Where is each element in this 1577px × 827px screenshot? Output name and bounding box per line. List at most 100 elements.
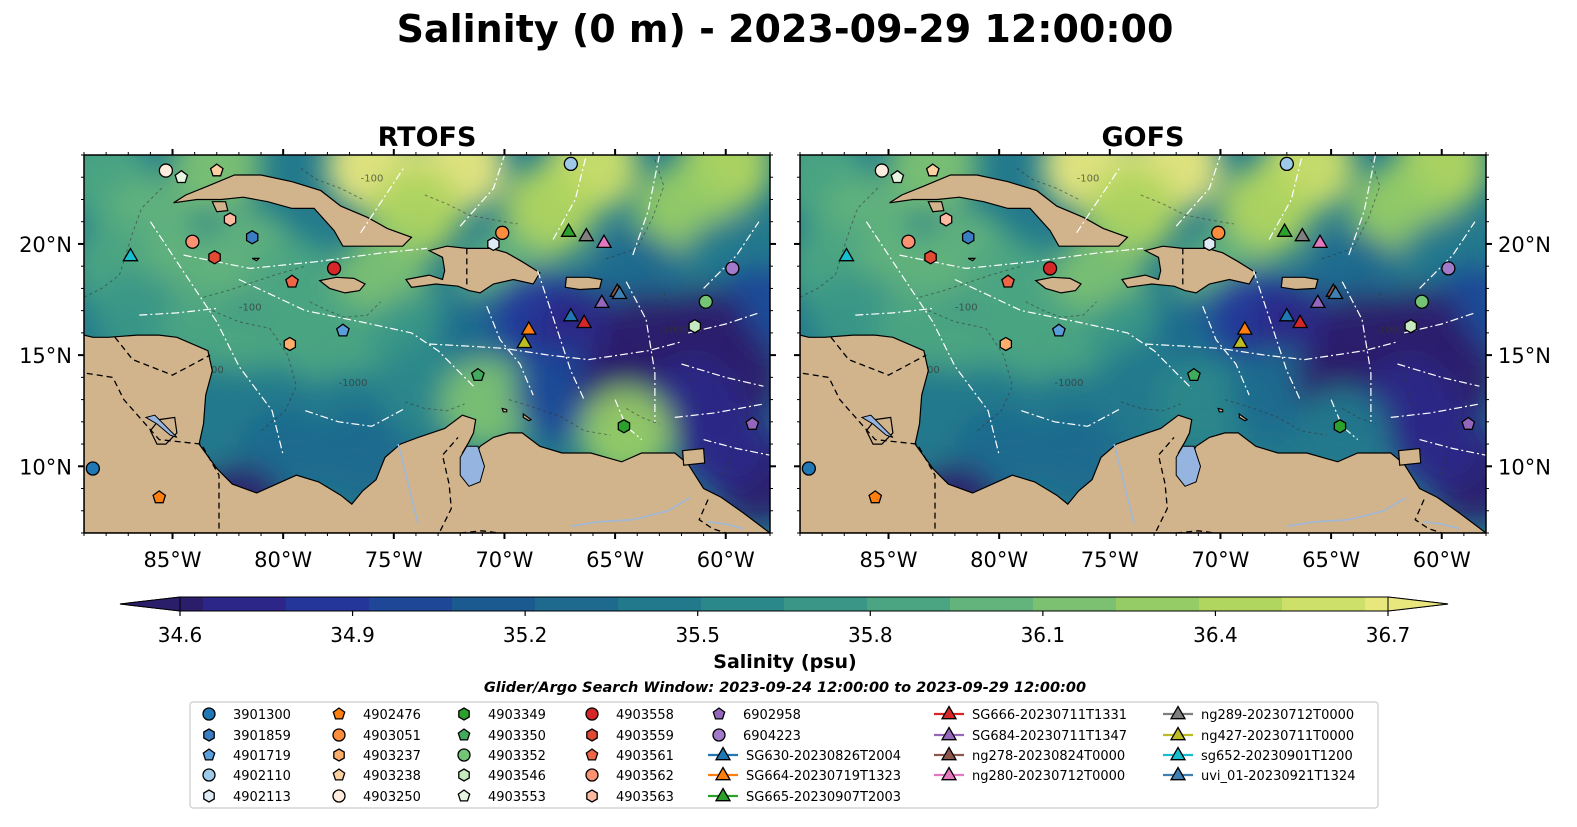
map-ticks: 85°W 80°W 75°W 70°W 65°W 60°W 10°N 15°N 20°N [19,149,776,572]
bathymetry-contour [508,399,611,436]
lake [1175,445,1202,487]
eez-boundary [632,155,660,256]
y-tick-label: 20°N [19,233,72,257]
marker-4903561 [1001,274,1015,288]
legend-marker [202,707,216,721]
legend-marker [457,728,471,741]
bathymetry-contour [424,194,518,225]
bathymetry-contour [1341,408,1376,425]
land-mass [564,276,603,291]
legend-label: 4903237 [363,749,421,764]
marker-4903237 [283,336,297,352]
marker-4902476 [152,490,167,504]
marker-4902113 [487,236,500,252]
marker-ng427-20230711T0000 [516,334,533,349]
marker-6904223 [1441,261,1456,276]
eez-boundary [149,221,284,456]
marker-4901719 [1051,323,1066,337]
legend-item-SG630-20230826T2004: SG630-20230826T2004 [708,746,901,764]
eez-boundary [1268,155,1303,240]
legend-item-4903250: 4903250 [332,789,421,805]
marker-sg652-20230901T1200 [122,247,139,262]
marker-4903563 [939,212,953,227]
legend-label: SG665-20230907T2003 [746,790,901,805]
x-tick-label: 60°W [697,548,755,572]
legend-item-4903561: 4903561 [585,748,674,764]
observation-markers [801,156,1476,504]
marker-ng289-20230712T0000 [578,227,595,242]
legend-marker [1169,766,1187,781]
lake [144,414,178,438]
legend-label: 4903051 [363,729,421,744]
map-area-gofs: -100-100-1000-1000-1000 [800,155,1486,533]
eez-boundary [1202,305,1250,396]
y-tick-label: 15°N [1498,344,1551,368]
eez-boundary [899,247,1144,270]
bathymetry-contour [1319,159,1381,260]
legend-marker [332,789,346,803]
legend-item-4902113: 4902113 [203,789,291,805]
legend-item-6904223: 6904223 [712,728,801,744]
country-border [1176,530,1220,533]
river [570,496,691,528]
bathymetry-contour [1379,292,1412,409]
eez-boundary [360,165,406,234]
legend-item-3901300: 3901300 [202,707,291,723]
marker-4902110 [1279,156,1294,172]
contour-label: -100 [1077,174,1100,185]
colorbar-tick-label: 35.5 [675,623,720,647]
eez-boundary [1397,363,1480,387]
colorbar-ticks: 34.6 34.9 35.2 35.5 35.8 36.1 36.4 36.7 [158,611,1410,647]
marker-SG666-20230711T1331 [1291,314,1309,329]
x-tick-label: 75°W [365,548,423,572]
marker-3901300 [85,461,101,476]
legend-marker [1169,705,1187,720]
legend-marker [203,789,215,803]
bathymetry-contour [919,265,1022,298]
legend-item-4903051: 4903051 [332,728,421,744]
land-mass [1217,407,1224,413]
marker-SG665-20230907T2003 [1276,222,1293,237]
search-window-caption: Glider/Argo Search Window: 2023-09-24 12… [484,680,1086,696]
figure-title: Salinity (0 m) - 2023-09-29 12:00:00 [397,7,1174,51]
marker-6902958 [1461,416,1476,430]
marker-SG684-20230711T1347 [593,294,611,309]
legend-label: ng278-20230824T0000 [972,749,1125,764]
legend-label: 4903553 [488,790,546,805]
legend-marker [586,789,598,803]
marker-4903250 [158,163,174,178]
marker-4903238 [209,163,224,177]
legend-item-4903546: 4903546 [458,768,546,784]
marker-4903553 [890,169,905,184]
eez-boundary [183,247,428,270]
colorbar-tick-label: 36.4 [1193,623,1238,647]
legend-label: ng427-20230711T0000 [1201,729,1354,744]
eez-boundary [1175,155,1222,227]
map-area-rtofs: -100-100-1000-1000-1000 [84,155,770,533]
legend-label: SG684-20230711T1347 [972,729,1127,744]
eez-boundary [703,439,770,456]
colorbar-tick-label: 35.8 [848,623,893,647]
marker-uvi_01-20230921T1324 [611,285,628,300]
legend-marker [585,707,599,721]
legend: 3901300 3901859 4901719 4902110 4902113 49024… [189,701,1379,809]
map-panel-rtofs: RTOFS -100-100-1000-1000-100085°W80°W75°… [19,122,776,572]
eez-boundary [459,155,506,227]
legend-item-3901859: 3901859 [203,728,291,744]
contour-label: -100 [955,303,978,314]
eez-boundary [625,281,656,422]
bathymetry-contour [1439,381,1476,476]
legend-label: 3901300 [233,708,291,723]
legend-label: SG666-20230711T1331 [972,708,1127,723]
land-mass [1238,412,1249,422]
salinity-cell [292,298,385,390]
x-tick-label: 70°W [475,548,533,572]
land-mass [967,257,977,262]
land-mass [404,245,541,294]
marker-ng427-20230711T0000 [1232,334,1249,349]
colorbar-tick-label: 35.2 [503,623,548,647]
marker-uvi_01-20230921T1324 [1327,285,1344,300]
eez-boundary [855,307,933,316]
legend-label: SG664-20230719T1323 [746,769,901,784]
marker-4902110 [563,156,578,172]
